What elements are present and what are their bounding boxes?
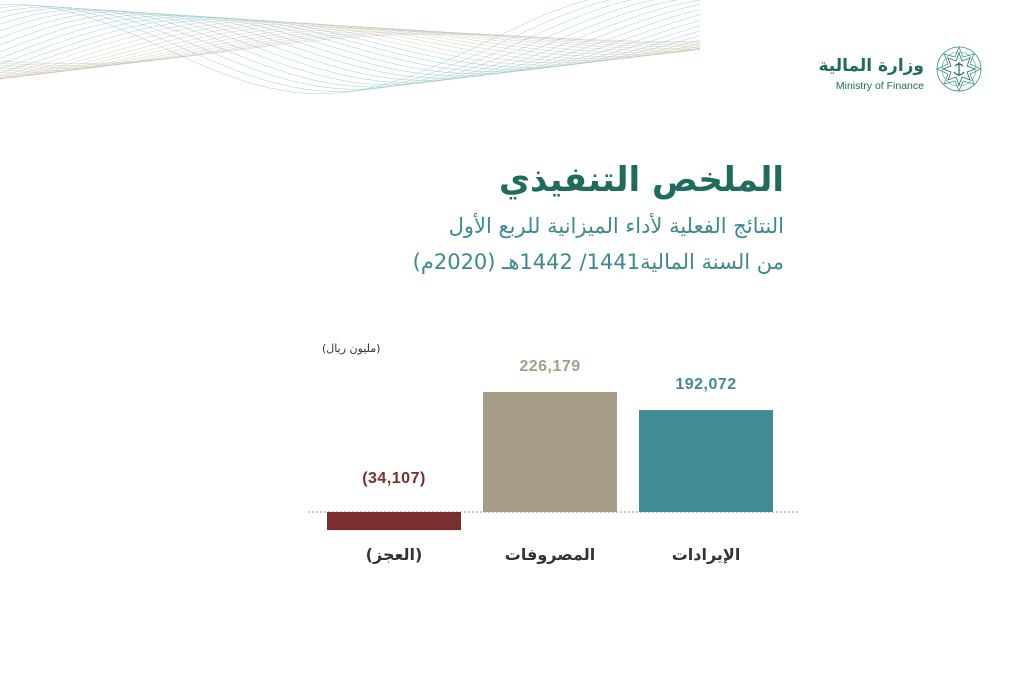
wave-line (0, 0, 610, 92)
wave-line (0, 15, 700, 75)
wave-line (0, 22, 700, 80)
logo-arabic-text: وزارة المالية (818, 56, 924, 76)
bar-category-label-1: المصروفات (504, 545, 596, 564)
wave-line (0, 33, 700, 64)
subtitle-line-1: النتائج الفعلية لأداء الميزانية للربع ال… (448, 214, 784, 238)
bar-category-label-2: (العجز) (365, 545, 423, 564)
chart-unit-label: (مليون ريال) (322, 342, 381, 355)
page-title: الملخص التنفيذي (498, 160, 784, 200)
wave-line (0, 0, 678, 86)
wave-line (0, 0, 589, 94)
bar-1 (483, 392, 617, 512)
wave-line (0, 16, 700, 72)
bar-2 (327, 512, 461, 531)
wave-line (0, 29, 700, 72)
wave-line (0, 0, 633, 90)
wave-line (0, 13, 700, 77)
wave-line (0, 24, 700, 79)
logo-english-text: Ministry of Finance (835, 80, 924, 92)
ministry-emblem-icon (936, 45, 982, 93)
wave-line (0, 26, 700, 76)
wave-line (0, 18, 700, 74)
bar-0 (639, 410, 773, 512)
bar-value-label-2: (34,107) (362, 470, 426, 487)
wave-line (0, 4, 700, 81)
wave-line (0, 0, 700, 83)
wave-line (0, 9, 700, 79)
wave-line (0, 28, 700, 74)
bar-value-label-0: 192,072 (675, 376, 737, 394)
wave-line (0, 23, 700, 80)
wave-line (0, 0, 655, 88)
ministry-logo: وزارة المالية Ministry of Finance (818, 42, 986, 102)
wave-line (0, 32, 700, 66)
bar-category-label-0: الإيرادات (671, 545, 741, 564)
bar-value-label-1: 226,179 (519, 358, 581, 375)
wave-line (0, 17, 700, 70)
subtitle-line-2: من السنة المالية1441/ 1442هـ (2020م) (412, 250, 784, 274)
decorative-wave-pattern (0, 0, 700, 94)
